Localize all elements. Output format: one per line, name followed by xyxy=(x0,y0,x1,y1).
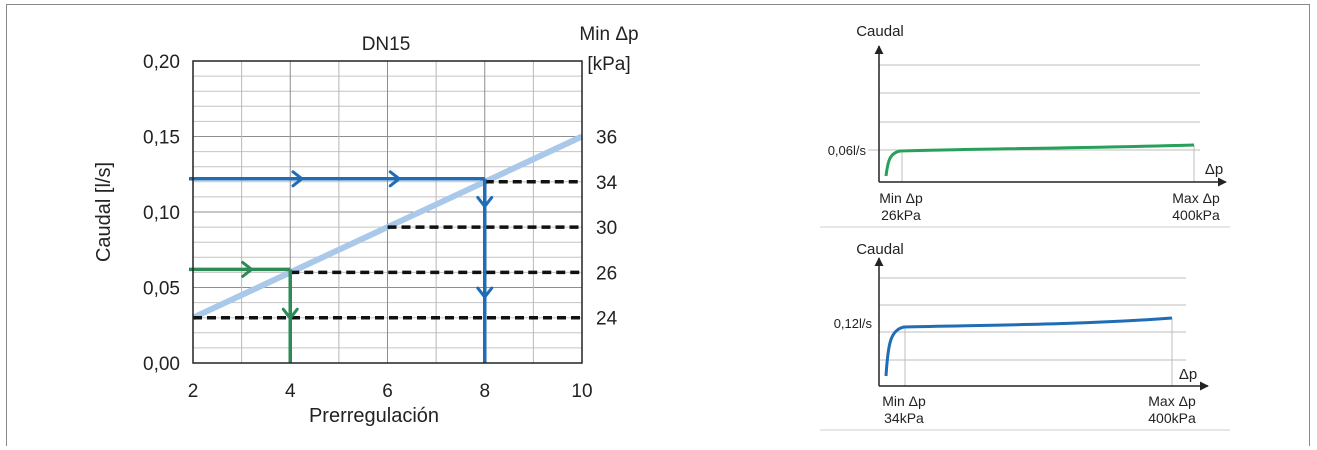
inset-blue-chart: Caudal 0,12l/s Δp Min Δp 34kPa Max Δp 40… xyxy=(820,241,1230,431)
inset-green-min-label: Min Δp xyxy=(879,190,923,206)
y-axis-label: Caudal [l/s] xyxy=(93,162,115,262)
y2-axis-label: Min Δp xyxy=(579,24,638,45)
x-tick-label: 8 xyxy=(479,381,490,402)
inset-green-x-label: Δp xyxy=(1205,161,1223,178)
min-dp-tick-label: 24 xyxy=(596,309,618,330)
blue-arrow-right-icon xyxy=(291,170,304,188)
inset-green-flow-curve xyxy=(884,143,1195,177)
inset-blue-flow-label: 0,12l/s xyxy=(834,316,873,331)
chart-title: DN15 xyxy=(362,34,411,55)
min-dp-tick-label: 26 xyxy=(596,263,617,284)
y-tick-label: 0,20 xyxy=(143,52,180,73)
inset-green-max-label: Max Δp xyxy=(1172,190,1220,206)
main-ticks: 2 4 6 8 10 0,00 0,05 0,10 0,15 0,20 xyxy=(143,52,593,402)
inset-blue-min-label: Min Δp xyxy=(882,393,926,409)
x-tick-label: 2 xyxy=(188,381,199,402)
min-dp-tick-label: 30 xyxy=(596,218,617,239)
x-axis-label: Prerregulación xyxy=(309,405,439,427)
inset-green-flow-label: 0,06l/s xyxy=(828,143,867,158)
blue-arrow-right-icon xyxy=(388,170,401,188)
x-tick-label: 10 xyxy=(571,381,592,402)
green-arrow-down-icon xyxy=(281,307,299,320)
inset-blue-y-label: Caudal xyxy=(856,241,904,258)
y-tick-label: 0,00 xyxy=(143,354,180,375)
inset-green-min-value: 26kPa xyxy=(881,207,921,223)
inset-blue-max-label: Max Δp xyxy=(1148,393,1196,409)
min-dp-tick-labels: 24 26 30 34 36 xyxy=(596,128,618,330)
main-plot-border xyxy=(192,60,583,364)
inset-blue-flow-curve xyxy=(884,316,1173,377)
inset-blue-max-value: 400kPa xyxy=(1148,410,1196,426)
x-tick-label: 6 xyxy=(382,381,393,402)
inset-blue-x-label: Δp xyxy=(1179,366,1197,383)
blue-arrow-down-icon xyxy=(476,195,494,208)
blue-example-path xyxy=(189,170,494,363)
x-tick-label: 4 xyxy=(285,381,296,402)
y2-axis-unit: [kPa] xyxy=(587,54,630,75)
inset-green-chart: Caudal 0,06l/s Δp Min Δp 26kPa Max Δp 40… xyxy=(820,23,1230,228)
y-tick-label: 0,10 xyxy=(143,203,180,224)
y-tick-label: 0,05 xyxy=(143,279,180,300)
green-example-path xyxy=(189,260,299,363)
min-dp-dashed-levels xyxy=(193,180,582,320)
figure-frame xyxy=(6,4,1310,446)
inset-green-max-value: 400kPa xyxy=(1172,207,1220,223)
inset-green-y-label: Caudal xyxy=(856,23,904,40)
inset-blue-min-value: 34kPa xyxy=(884,410,924,426)
min-dp-tick-label: 34 xyxy=(596,173,618,194)
green-arrow-right-icon xyxy=(241,260,254,278)
blue-arrow-down-icon xyxy=(476,286,494,299)
min-dp-tick-label: 36 xyxy=(596,128,617,149)
y-tick-label: 0,15 xyxy=(143,128,180,149)
